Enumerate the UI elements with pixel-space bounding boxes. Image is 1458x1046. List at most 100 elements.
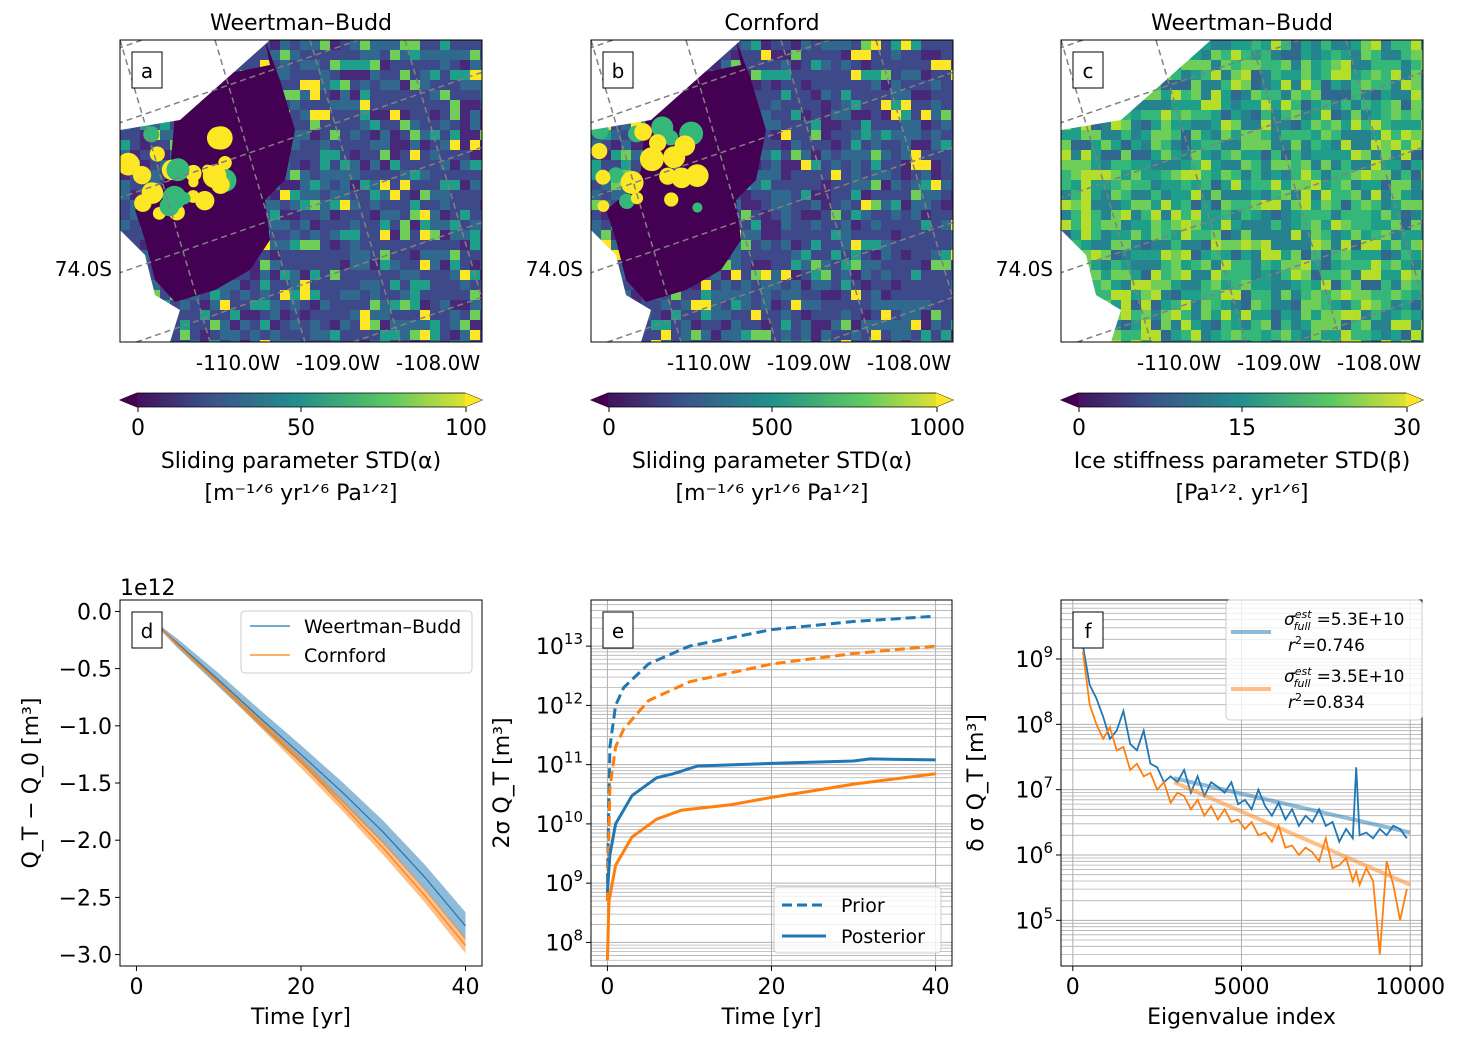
colorbar-tick-label: 15 — [1228, 416, 1256, 441]
colorbar-tick-label: 30 — [1393, 416, 1421, 441]
legend-r2: r2=0.746 — [1288, 634, 1365, 656]
graticule-line — [1061, 146, 1423, 274]
graticule-line — [1075, 221, 1423, 342]
y-tick-label: −1.0 — [59, 715, 112, 740]
colorbar-extend-low — [591, 393, 608, 407]
graticule-line — [1061, 71, 1423, 199]
map-title: Weertman–Budd — [210, 11, 392, 36]
y-axis-label: 2σ Q_T [m³] — [490, 717, 515, 848]
lat-label: 74.0S — [526, 257, 583, 281]
y-tick-label: 108 — [545, 926, 583, 956]
graticule-line — [404, 40, 482, 302]
graticule-line — [591, 40, 833, 124]
graticule-line — [591, 71, 953, 199]
colorbar-tick-label: 0 — [1072, 416, 1086, 441]
y-tick-label: −0.5 — [59, 658, 112, 683]
lon-label: -108.0W — [1337, 351, 1421, 375]
colorbar-units: [m⁻¹ᐟ⁶ yr¹ᐟ⁶ Pa¹ᐟ²] — [205, 481, 398, 506]
lon-label: -110.0W — [1137, 351, 1221, 375]
map-panel-a: Weertman–Budd a 74.0S -110.0W -109.0W -108.0W… — [55, 11, 590, 506]
lon-label: -109.0W — [767, 351, 851, 375]
colorbar: 0 500 1000 Sliding parameter STD(α) [m⁻¹ᐟ⁶ y… — [589, 392, 965, 506]
y-tick-label: −1.5 — [59, 772, 112, 797]
colorbar-bar — [1059, 392, 1425, 408]
posterior-line-3 — [605, 772, 936, 961]
y-tick-label: 105 — [1015, 904, 1053, 934]
colorbar-tick-label: 1000 — [909, 416, 965, 441]
x-axis-label: Time [yr] — [720, 1005, 821, 1030]
lat-label: 74.0S — [996, 257, 1053, 281]
colorbar: 0 15 30 Ice stiffness parameter STD(β) [Pa¹ᐟ… — [1059, 392, 1425, 506]
graticule-line — [496, 40, 586, 342]
graticule-line — [1061, 40, 1152, 342]
graticule-line — [1155, 40, 1247, 342]
lon-label: -108.0W — [396, 351, 480, 375]
colorbar-tick-label: 50 — [287, 416, 315, 441]
panel-label: b — [612, 59, 625, 83]
legend-label: Cornford — [304, 645, 386, 667]
map-panel-b: Cornford b 74.0S -110.0W -109.0W -108.0W 0 500 1… — [496, 11, 1061, 506]
colorbar-extend-low — [1061, 393, 1078, 407]
graticule-line — [591, 146, 953, 274]
offset-text: 1e12 — [120, 576, 176, 601]
y-tick-label: 107 — [1015, 774, 1053, 804]
graticule-line — [1441, 40, 1458, 342]
graticule-line — [1250, 40, 1342, 342]
colorbar-tick-label: 0 — [602, 416, 616, 441]
graticule-line — [966, 40, 1056, 342]
legend-box — [1225, 599, 1423, 721]
panel-label-box — [1072, 611, 1104, 649]
panel-label: a — [141, 59, 153, 83]
y-axis-label: Q_T − Q_0 [m³] — [19, 698, 44, 869]
graticule-line — [214, 40, 306, 342]
y-tick-label: 106 — [1015, 839, 1053, 869]
lon-label: -109.0W — [1237, 351, 1321, 375]
colorbar-extend-low — [120, 393, 137, 407]
x-tick-label: 40 — [922, 975, 950, 1000]
y-tick-label: 1011 — [536, 749, 583, 779]
lon-label: -109.0W — [296, 351, 380, 375]
lon-label: -108.0W — [867, 351, 951, 375]
map-frame — [590, 39, 954, 343]
colorbar-units: [Pa¹ᐟ². yr¹ᐟ⁶] — [1176, 481, 1309, 506]
graticule-line — [971, 40, 1061, 342]
legend-r2: r2=0.834 — [1288, 691, 1365, 713]
confidence-band-1 — [161, 627, 466, 954]
chart-panel-d: 0 20 40 Time [yr] 0.0 −0.5 −1.0 −1.5 −2.0 −2.5 −3.… — [19, 576, 483, 1030]
panel-label: f — [1084, 619, 1092, 643]
y-tick-label: 0.0 — [77, 600, 112, 625]
colorbar-tick-label: 500 — [751, 416, 793, 441]
legend-label: Weertman–Budd — [304, 616, 461, 638]
y-tick-label: 109 — [1015, 643, 1053, 673]
lon-label: -110.0W — [667, 351, 751, 375]
colorbar-label: Ice stiffness parameter STD(β) — [1074, 449, 1411, 474]
panel-label-box — [602, 51, 634, 89]
x-tick-label: 20 — [287, 975, 315, 1000]
map-frame — [119, 39, 483, 343]
chart-panel-e: 0 20 40 Time [yr] 108 109 1010 1011 1012 1013 2σ Q… — [490, 599, 953, 1030]
colorbar-label: Sliding parameter STD(α) — [632, 449, 912, 474]
legend-label: Posterior — [841, 926, 925, 948]
graticule-line — [685, 40, 777, 342]
legend-label: Prior — [841, 895, 885, 917]
legend-box — [240, 610, 473, 674]
colorbar-label: Sliding parameter STD(α) — [161, 449, 441, 474]
graticule-line — [120, 40, 211, 342]
graticule-line — [500, 40, 590, 342]
graticule-line — [309, 40, 401, 342]
colorbar-extend-high — [465, 393, 482, 407]
map-frame — [1060, 39, 1424, 343]
colorbar-extend-high — [936, 393, 953, 407]
y-tick-label: 109 — [545, 867, 583, 897]
y-tick-label: −2.0 — [59, 829, 112, 854]
graticule-line — [120, 40, 362, 124]
x-tick-label: 5000 — [1214, 975, 1270, 1000]
colorbar-extend-high — [1406, 393, 1423, 407]
graticule-line — [134, 221, 482, 342]
colorbar-bar — [589, 392, 955, 408]
y-tick-label: 108 — [1015, 708, 1053, 738]
map-title: Weertman–Budd — [1151, 11, 1333, 36]
y-axis-label: δ σ Q_T [m³] — [964, 714, 989, 852]
